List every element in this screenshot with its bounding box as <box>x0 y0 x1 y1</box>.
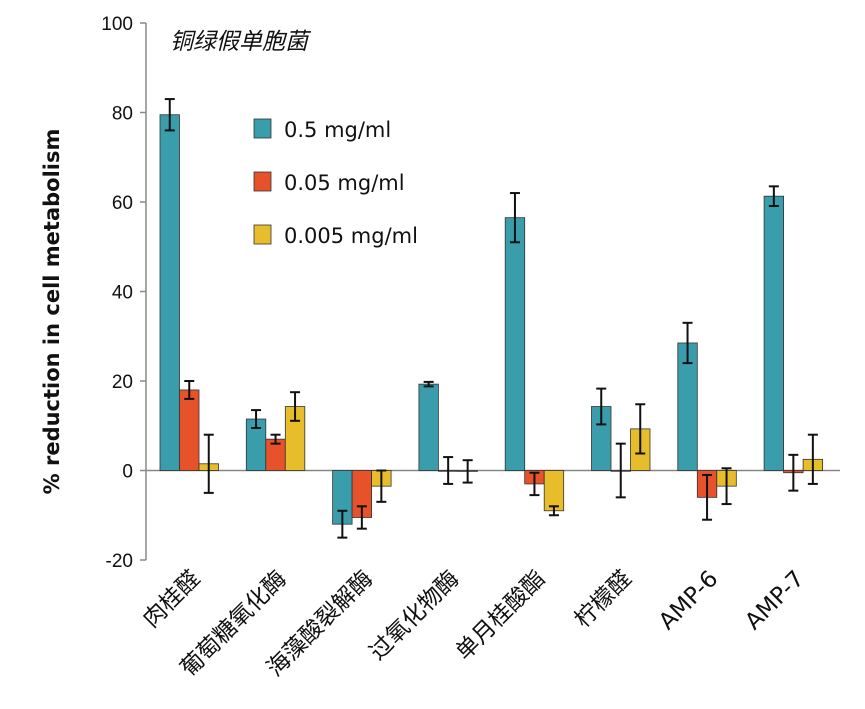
y-tick-label: 60 <box>112 193 133 214</box>
bars <box>159 114 823 525</box>
y-tick-label: 40 <box>112 283 133 304</box>
y-tick-label: 0 <box>122 462 133 483</box>
y-ticks: 100 80 60 40 20 0 -20 <box>101 14 146 572</box>
y-tick-label: 80 <box>112 104 133 125</box>
y-tick-label: 20 <box>112 372 133 393</box>
category-label-4: 过氧化物酶 <box>365 566 465 666</box>
bar-1-1 <box>159 114 180 471</box>
legend-label-3: 0.005 mg/ml <box>284 224 418 248</box>
category-label-7: AMP-6 <box>654 566 723 635</box>
legend: 0.5 mg/ml 0.05 mg/ml 0.005 mg/ml <box>253 118 418 248</box>
chart-title: 铜绿假单胞菌 <box>170 29 312 55</box>
bar-2-1 <box>179 389 200 471</box>
legend-swatch-1 <box>253 118 272 139</box>
category-label-5: 单月桂酸酯 <box>451 566 551 666</box>
legend-swatch-2 <box>253 171 272 192</box>
bar-3-5 <box>543 470 565 512</box>
category-label-1: 肉桂醛 <box>138 566 205 633</box>
legend-swatch-3 <box>253 224 272 245</box>
category-label-6: 柠檬醛 <box>570 566 637 633</box>
error-bars <box>164 98 818 539</box>
bar-1-4 <box>418 383 439 471</box>
legend-label-1: 0.5 mg/ml <box>284 118 391 142</box>
category-label-8: AMP-7 <box>740 566 809 635</box>
bar-1-5 <box>504 217 526 471</box>
y-axis-label: % reduction in cell metabolism <box>40 129 64 495</box>
legend-label-2: 0.05 mg/ml <box>284 171 405 195</box>
y-tick-label: -20 <box>106 551 133 572</box>
bar-1-8 <box>763 195 784 471</box>
y-tick-label: 100 <box>101 14 133 35</box>
